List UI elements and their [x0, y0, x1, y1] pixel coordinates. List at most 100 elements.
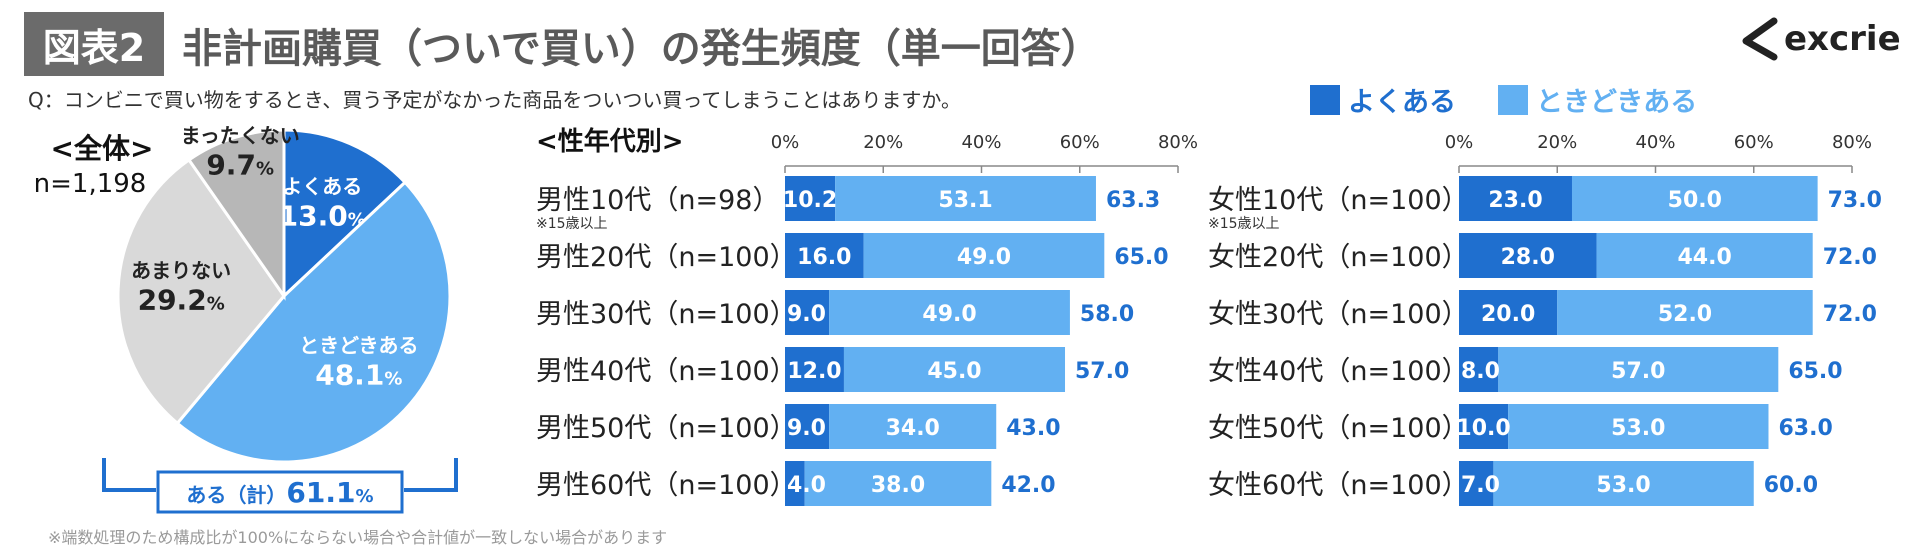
bar-sometimes-label-1-0: 53.1	[938, 188, 992, 213]
bar-often-1-0	[785, 176, 836, 221]
bar-total-label-1-0: 63.3	[1106, 188, 1160, 213]
pie-slice-value-number-2: 29.2	[138, 283, 207, 316]
page-title: 非計画購買（ついで買い）の発生頻度（単一回答）	[182, 26, 1101, 72]
bar-total-label-1-2: 58.0	[1080, 302, 1134, 327]
total-label: ある（計）61.1%	[186, 476, 373, 509]
bar-sometimes-label-1-3: 45.0	[927, 359, 981, 384]
bar-tick-label-2-3: 60%	[1734, 132, 1774, 153]
figure-badge: 図表2	[24, 12, 164, 76]
bar-often-1-3	[785, 347, 844, 392]
bar-tick-label-1-0: 0%	[771, 132, 800, 153]
pie-sample-size: n=1,198	[34, 169, 147, 199]
pie-slice-value-1: 48.1%	[315, 359, 402, 392]
pie-slice-value-unit-1: %	[384, 369, 402, 390]
bar-category-1-0: 男性10代（n=98）	[536, 185, 779, 216]
bar-sometimes-2-1	[1596, 233, 1813, 278]
bar-tick-label-2-4: 80%	[1832, 132, 1872, 153]
total-label-value: 61.1	[286, 476, 355, 509]
bar-tick-label-2-0: 0%	[1445, 132, 1474, 153]
bar-sometimes-label-2-2: 52.0	[1658, 302, 1712, 327]
bar-often-label-2-1: 28.0	[1501, 245, 1555, 270]
bar-total-label-1-4: 43.0	[1006, 416, 1060, 441]
bar-category-2-4: 女性50代（n=100）	[1208, 413, 1469, 444]
bar-often-2-2	[1459, 290, 1558, 335]
bar-sometimes-2-4	[1508, 404, 1769, 449]
legend-sometimes-swatch	[1498, 84, 1528, 115]
total-bracket-right	[404, 458, 458, 492]
bar-sometimes-1-0	[835, 176, 1096, 221]
pie-slice-label-2: あまりない	[131, 258, 231, 282]
survey-question: Q：コンビニで買い物をするとき、買う予定がなかった商品をついつい買ってしまうこと…	[28, 88, 961, 112]
legend-often-swatch	[1310, 84, 1340, 115]
bar-sometimes-label-2-5: 53.0	[1596, 473, 1650, 498]
bar-often-label-2-0: 23.0	[1488, 188, 1542, 213]
bar-sometimes-label-2-1: 44.0	[1677, 245, 1731, 270]
bar-sometimes-label-2-3: 57.0	[1611, 359, 1665, 384]
total-bracket-left	[102, 458, 156, 492]
pie-slice-value-unit-2: %	[207, 293, 225, 314]
bar-sometimes-1-1	[863, 233, 1105, 278]
bar-category-2-5: 女性60代（n=100）	[1208, 470, 1469, 501]
bar-sometimes-2-5	[1493, 461, 1754, 506]
bar-tick-label-1-4: 80%	[1158, 132, 1198, 153]
bar-sometimes-1-4	[829, 404, 997, 449]
bar-tick-label-1-1: 20%	[863, 132, 903, 153]
bar-tick-label-2-2: 40%	[1635, 132, 1675, 153]
bar-often-label-2-5: 7.0	[1461, 473, 1500, 498]
bar-often-2-1	[1459, 233, 1597, 278]
bar-often-label-1-5: 4.0	[787, 473, 826, 498]
bar-category-1-3: 男性40代（n=100）	[536, 356, 797, 387]
bar-sometimes-2-2	[1557, 290, 1813, 335]
legend-often: よくある	[1310, 80, 1456, 119]
bar-sometimes-1-5	[804, 461, 992, 506]
bar-category-1-4: 男性50代（n=100）	[536, 413, 797, 444]
bar-often-label-2-4: 10.0	[1456, 416, 1510, 441]
pie-slice-2	[116, 157, 286, 426]
bar-category-2-1: 女性20代（n=100）	[1208, 242, 1469, 273]
bar-sub-note-1: ※15歳以上	[536, 216, 608, 232]
bar-often-1-4	[785, 404, 830, 449]
bar-often-2-0	[1459, 176, 1572, 221]
pie-slice-value-number-3: 9.7	[206, 149, 256, 182]
pie-title: <全体>	[51, 132, 154, 165]
bar-section-title: <性年代別>	[536, 126, 684, 157]
pie-slice-label-0: よくある	[282, 175, 362, 199]
bar-total-label-2-4: 63.0	[1778, 416, 1832, 441]
bar-total-label-2-5: 60.0	[1764, 473, 1818, 498]
total-label-unit: %	[356, 486, 374, 507]
bar-often-label-1-3: 12.0	[787, 359, 841, 384]
bar-sometimes-1-2	[829, 290, 1070, 335]
bar-total-label-2-2: 72.0	[1823, 302, 1877, 327]
bar-category-2-0: 女性10代（n=100）	[1208, 185, 1469, 216]
pie-slice-value-3: 9.7%	[206, 149, 274, 182]
bar-sometimes-label-1-4: 34.0	[886, 416, 940, 441]
footnote: ※端数処理のため構成比が100%にならない場合や合計値が一致しない場合があります	[48, 528, 668, 547]
pie-slice-value-2: 29.2%	[138, 283, 225, 316]
bar-often-label-1-1: 16.0	[797, 245, 851, 270]
bar-category-1-5: 男性60代（n=100）	[536, 470, 797, 501]
bar-total-label-1-3: 57.0	[1075, 359, 1129, 384]
bar-often-1-1	[785, 233, 864, 278]
bar-sometimes-label-2-4: 53.0	[1611, 416, 1665, 441]
bar-tick-label-1-3: 60%	[1060, 132, 1100, 153]
bar-sometimes-label-1-2: 49.0	[922, 302, 976, 327]
pie-slice-1	[175, 180, 452, 464]
bar-often-1-2	[785, 290, 830, 335]
bar-total-label-2-1: 72.0	[1823, 245, 1877, 270]
pie-slice-value-number-1: 48.1	[315, 359, 384, 392]
total-label-text: ある（計）	[186, 483, 286, 507]
total-box	[156, 470, 404, 514]
bar-sometimes-label-1-5: 38.0	[871, 473, 925, 498]
pie-slice-label-1: ときどきある	[299, 334, 418, 358]
bar-often-label-1-2: 9.0	[787, 302, 826, 327]
pie-slice-value-0: 13.0%	[279, 200, 366, 233]
bar-tick-label-1-2: 40%	[961, 132, 1001, 153]
pie-slice-3	[186, 128, 286, 301]
bar-often-label-1-0: 10.2	[783, 188, 837, 213]
bar-often-2-4	[1459, 404, 1509, 449]
bar-sometimes-2-3	[1498, 347, 1779, 392]
bar-total-label-2-0: 73.0	[1828, 188, 1882, 213]
bar-sometimes-1-3	[843, 347, 1066, 392]
